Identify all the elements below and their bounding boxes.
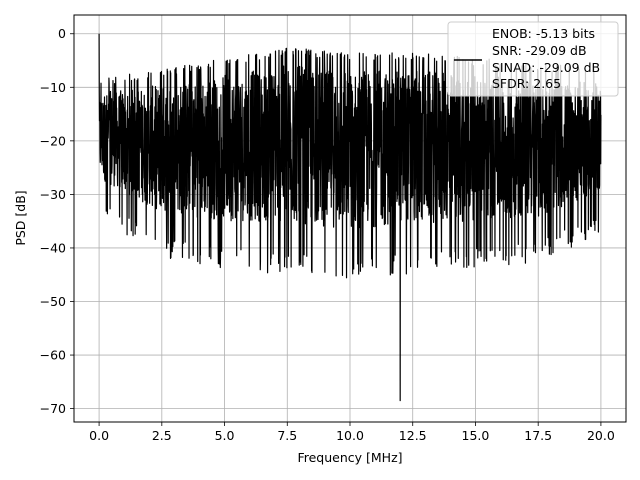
x-tick-label: 5.0 [215,428,235,443]
legend-entry-sinad: SINAD: -29.09 dB [492,60,600,75]
y-tick-label: −10 [40,80,66,95]
x-axis: 0.0 2.5 5.0 7.5 10.0 12.5 15.0 17.5 20.0 [89,422,615,443]
x-tick-label: 7.5 [277,428,297,443]
y-tick-label: 0 [58,26,66,41]
y-axis-label: PSD [dB] [13,190,28,245]
x-tick-label: 20.0 [587,428,615,443]
x-axis-label: Frequency [MHz] [297,450,402,465]
legend-entry-sfdr: SFDR: 2.65 [492,76,561,91]
y-tick-label: −70 [40,401,66,416]
y-tick-label: −50 [40,294,66,309]
x-tick-label: 15.0 [462,428,490,443]
legend-box [447,21,619,97]
y-tick-label: −30 [40,187,66,202]
y-tick-label: −40 [40,240,66,255]
y-tick-label: −20 [40,133,66,148]
psd-series [98,33,602,402]
psd-line [98,33,602,402]
legend: ENOB: -5.13 bits SNR: -29.09 dB SINAD: -… [447,21,619,97]
legend-entry-snr: SNR: -29.09 dB [492,43,587,58]
legend-entry-enob: ENOB: -5.13 bits [492,26,595,41]
x-tick-label: 12.5 [399,428,427,443]
x-tick-label: 10.0 [336,428,364,443]
y-tick-label: −60 [40,348,66,363]
y-axis: 0 −10 −20 −30 −40 −50 −60 −70 [40,26,74,416]
x-tick-label: 17.5 [524,428,552,443]
x-tick-label: 0.0 [89,428,109,443]
x-tick-label: 2.5 [152,428,172,443]
